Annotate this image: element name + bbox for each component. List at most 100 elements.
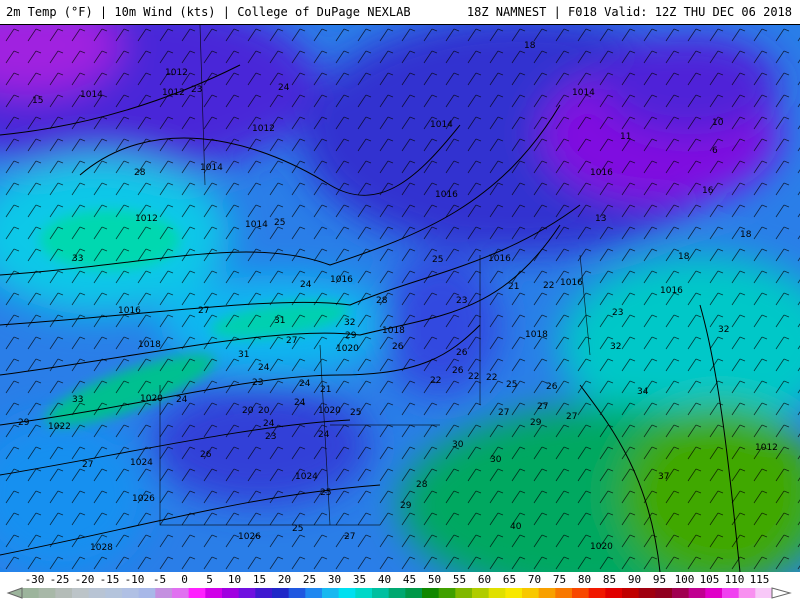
colorbar-swatch bbox=[88, 588, 106, 598]
temperature-label: 23 bbox=[252, 378, 263, 388]
colorbar-swatch bbox=[338, 588, 356, 598]
temperature-label: 27 bbox=[566, 412, 577, 422]
colorbar-swatch bbox=[555, 588, 573, 598]
colorbar-tick: 5 bbox=[206, 573, 213, 586]
isobar-label: 1016 bbox=[435, 190, 458, 200]
temperature-label: 27 bbox=[537, 402, 548, 412]
colorbar-swatch bbox=[688, 588, 706, 598]
temperature-label: 32 bbox=[344, 318, 355, 328]
colorbar-tick: -10 bbox=[124, 573, 145, 586]
temperature-label: 25 bbox=[292, 524, 303, 534]
wind-barbs bbox=[0, 25, 800, 572]
temperature-label: 24 bbox=[318, 430, 330, 440]
colorbar-tick: 40 bbox=[377, 573, 392, 586]
temperature-label: 22 bbox=[543, 281, 554, 291]
isobar-label: 1018 bbox=[525, 330, 548, 340]
colorbar-swatch bbox=[388, 588, 406, 598]
isobar-label: 1022 bbox=[48, 422, 71, 432]
isobar-label: 1020 bbox=[590, 542, 613, 552]
temperature-label: 13 bbox=[595, 214, 606, 224]
isobar-label: 1028 bbox=[90, 543, 113, 553]
temperature-label: 18 bbox=[524, 41, 536, 51]
colorbar-swatch bbox=[72, 588, 90, 598]
colorbar-tick: 35 bbox=[352, 573, 367, 586]
temperature-label: 25 bbox=[432, 255, 443, 265]
colorbar-swatch bbox=[205, 588, 223, 598]
colorbar-swatch bbox=[655, 588, 673, 598]
temperature-label: 29 bbox=[345, 331, 357, 341]
temperature-label: 28 bbox=[376, 296, 388, 306]
colorbar-swatch bbox=[572, 588, 590, 598]
temperature-label: 27 bbox=[344, 532, 355, 542]
temperature-label: 22 bbox=[468, 372, 479, 382]
colorbar-tick: -20 bbox=[74, 573, 95, 586]
colorbar-swatch bbox=[538, 588, 556, 598]
colorbar-tick: 20 bbox=[277, 573, 292, 586]
temperature-label: 29 bbox=[18, 418, 30, 428]
temperature-label: 18 bbox=[740, 230, 752, 240]
colorbar-tick: 60 bbox=[477, 573, 492, 586]
isobar-label: 1020 bbox=[140, 394, 163, 404]
isobar-label: 1016 bbox=[660, 286, 683, 296]
temperature-label: 21 bbox=[508, 282, 519, 292]
colorbar-tick: 95 bbox=[652, 573, 667, 586]
isobar-label: 1024 bbox=[295, 472, 318, 482]
colorbar-tick: 55 bbox=[452, 573, 467, 586]
isobar-label: 1020 bbox=[318, 406, 341, 416]
temperature-label: 23 bbox=[191, 85, 202, 95]
temperature-label: 22 bbox=[430, 376, 441, 386]
colorbar-swatch bbox=[55, 588, 73, 598]
temperature-label: 25 bbox=[506, 380, 517, 390]
isobar-label: 1012 bbox=[252, 124, 275, 134]
colorbar-tick: 110 bbox=[724, 573, 745, 586]
colorbar-swatch bbox=[738, 588, 756, 598]
temperature-label: 31 bbox=[274, 316, 285, 326]
temperature-label: 29 bbox=[530, 418, 542, 428]
colorbar-tick: 115 bbox=[749, 573, 770, 586]
colorbar-swatch bbox=[472, 588, 490, 598]
temperature-label: 24 bbox=[299, 379, 311, 389]
temperature-label: 22 bbox=[486, 373, 497, 383]
temperature-label: 27 bbox=[498, 408, 509, 418]
isobar-label: 1014 bbox=[572, 88, 595, 98]
temperature-label: 23 bbox=[612, 308, 623, 318]
colorbar-swatch bbox=[722, 588, 740, 598]
colorbar-swatch bbox=[272, 588, 290, 598]
temperature-label: 34 bbox=[637, 387, 649, 397]
temperature-label: 40 bbox=[510, 522, 522, 532]
colorbar-tick: 30 bbox=[327, 573, 342, 586]
temperature-label: 24 bbox=[258, 363, 270, 373]
colorbar-swatch bbox=[238, 588, 256, 598]
temperature-label: 23 bbox=[265, 432, 276, 442]
temperature-label: 37 bbox=[658, 472, 669, 482]
isobar-label: 1012 bbox=[135, 214, 158, 224]
isobar-label: 1014 bbox=[245, 220, 268, 230]
isobar-label: 1012 bbox=[162, 88, 185, 98]
temperature-label: 25 bbox=[274, 218, 285, 228]
state-borders bbox=[159, 25, 591, 526]
isobar-label: 1012 bbox=[165, 68, 188, 78]
colorbar-tick: 80 bbox=[577, 573, 592, 586]
isobar-label: 1016 bbox=[488, 254, 511, 264]
isobar-label: 1016 bbox=[118, 306, 141, 316]
colorbar-swatch bbox=[422, 588, 440, 598]
temperature-label: 31 bbox=[238, 350, 249, 360]
temperature-label: 32 bbox=[718, 325, 729, 335]
temperature-label: 26 bbox=[456, 348, 468, 358]
temperature-label: 6 bbox=[712, 146, 718, 156]
colorbar-swatch bbox=[355, 588, 373, 598]
temperature-label: 23 bbox=[456, 296, 467, 306]
colorbar-swatch bbox=[522, 588, 540, 598]
colorbar-swatch bbox=[105, 588, 123, 598]
isobar-label: 1026 bbox=[238, 532, 261, 542]
isobar-label: 1016 bbox=[330, 275, 353, 285]
colorbar-tick: 10 bbox=[227, 573, 242, 586]
colorbar-tick: -5 bbox=[152, 573, 167, 586]
temperature-label: 24 bbox=[176, 395, 188, 405]
isobar-label: 1016 bbox=[590, 168, 613, 178]
colorbar-swatch bbox=[122, 588, 140, 598]
colorbar-tick: -30 bbox=[24, 573, 45, 586]
isobar-label: 1024 bbox=[130, 458, 153, 468]
temperature-label: 25 bbox=[350, 408, 361, 418]
colorbar-tick: 70 bbox=[527, 573, 542, 586]
